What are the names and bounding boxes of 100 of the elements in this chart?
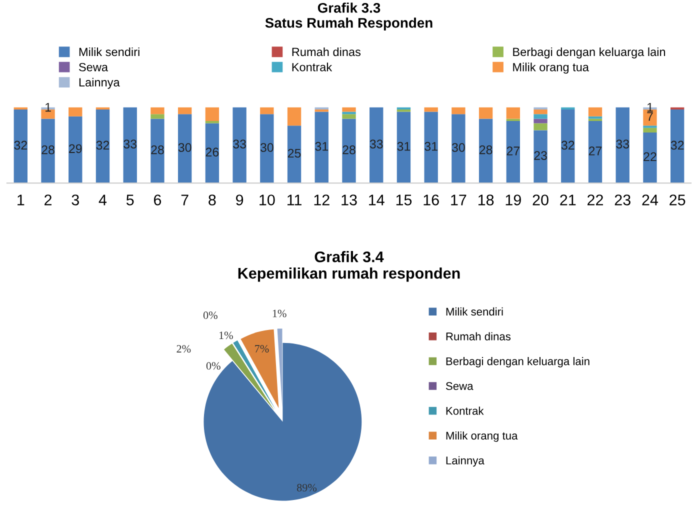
x-tick-label: 6 <box>154 194 162 206</box>
bar <box>41 118 55 184</box>
bar <box>370 107 384 184</box>
data-label: 7% <box>255 345 269 353</box>
bar <box>342 107 356 112</box>
data-label: 28 <box>342 145 356 154</box>
x-tick-label: 14 <box>369 194 384 206</box>
x-tick-label: 15 <box>396 194 412 206</box>
bar <box>534 130 548 184</box>
bar <box>670 110 684 184</box>
bar <box>287 107 302 126</box>
bar <box>534 110 548 114</box>
data-label: 26 <box>206 148 219 157</box>
bar <box>396 112 411 184</box>
bar <box>96 110 110 184</box>
legend-label: Berbagi dengan keluarga lain <box>446 357 590 368</box>
legend-label: Milik sendiri <box>446 307 503 316</box>
data-label: 30 <box>452 143 465 152</box>
data-label: 31 <box>315 142 328 151</box>
bar <box>588 118 602 122</box>
bar <box>287 126 302 184</box>
data-label: 89% <box>297 484 317 492</box>
data-label: 33 <box>124 140 137 148</box>
data-label: 32 <box>14 140 27 150</box>
data-label: 31 <box>424 142 438 151</box>
text: 0% <box>203 312 218 320</box>
bar <box>643 132 657 184</box>
bar <box>260 114 274 184</box>
bar <box>14 110 28 184</box>
bar <box>506 107 520 119</box>
bar <box>506 121 520 184</box>
legend-label: Lainnya <box>446 456 484 467</box>
legend-label: Milik orang tua <box>513 62 589 74</box>
bar <box>452 107 466 114</box>
x-tick-label: 2 <box>44 194 52 206</box>
data-label: 25 <box>288 148 301 158</box>
bar <box>150 114 164 119</box>
x-tick-label: 5 <box>126 194 134 206</box>
bar <box>342 118 356 184</box>
bar <box>534 118 548 124</box>
x-tick-label: 25 <box>670 194 686 206</box>
bar <box>314 112 328 184</box>
bar <box>178 114 192 184</box>
bar <box>424 107 438 112</box>
data-label: 30 <box>178 143 192 152</box>
data-label: 7 <box>647 112 653 121</box>
bar <box>123 107 137 184</box>
x-tick-label: 24 <box>642 194 658 206</box>
data-label: 27 <box>588 146 602 156</box>
legend-label: Rumah dinas <box>446 332 511 340</box>
data-label: 23 <box>534 151 547 160</box>
x-tick-label: 21 <box>560 194 576 206</box>
bar <box>452 114 466 184</box>
bar <box>205 123 220 184</box>
x-tick-label: 22 <box>588 194 603 206</box>
x-tick-label: 7 <box>181 194 188 206</box>
x-tick-label: 1 <box>18 194 24 206</box>
data-label: 29 <box>69 144 82 154</box>
x-tick-label: 23 <box>614 194 630 206</box>
data-label: 33 <box>370 140 383 148</box>
legend-label: Kontrak <box>446 406 484 415</box>
bar <box>232 107 246 184</box>
legend-label: Kontrak <box>292 62 332 72</box>
legend-label: Berbagi dengan keluarga lain <box>513 47 666 58</box>
bar <box>588 121 602 184</box>
x-tick-label: 9 <box>236 194 244 206</box>
x-tick-label: 13 <box>342 194 357 206</box>
legend-label: Milik orang tua <box>446 431 518 442</box>
text: 0% <box>206 362 220 370</box>
x-tick-label: 12 <box>314 194 330 206</box>
bar <box>424 112 438 184</box>
bar <box>205 107 220 122</box>
x-tick-label: 3 <box>72 194 79 206</box>
data-label: 32 <box>561 140 574 150</box>
bar <box>616 107 630 184</box>
x-tick-label: 17 <box>451 194 466 206</box>
legend-label: Rumah dinas <box>292 47 361 56</box>
x-tick-label: 11 <box>288 194 302 206</box>
data-label: 33 <box>233 140 246 148</box>
data-label: 1% <box>219 332 233 340</box>
x-tick-label: 16 <box>424 194 439 206</box>
bar <box>68 107 82 116</box>
data-label: 32 <box>670 140 684 150</box>
x-tick-label: 18 <box>478 194 494 206</box>
data-label: 1% <box>272 310 286 318</box>
bar <box>342 114 356 119</box>
bar <box>478 107 493 119</box>
x-tick-label: 8 <box>208 194 216 206</box>
bar <box>588 107 602 116</box>
chart-title: Grafik 3.4 Kepemilikan rumah responden <box>238 251 460 282</box>
bar <box>178 107 192 114</box>
data-label: 28 <box>479 145 492 154</box>
data-label: 2% <box>176 345 191 353</box>
data-label: 27 <box>506 146 520 156</box>
bar <box>150 118 164 184</box>
chart-title: Grafik 3.3 Satus Rumah Responden <box>265 2 432 31</box>
bar <box>68 116 82 184</box>
data-label: 28 <box>151 145 164 154</box>
x-tick-label: 20 <box>532 194 548 206</box>
bar <box>534 123 548 130</box>
